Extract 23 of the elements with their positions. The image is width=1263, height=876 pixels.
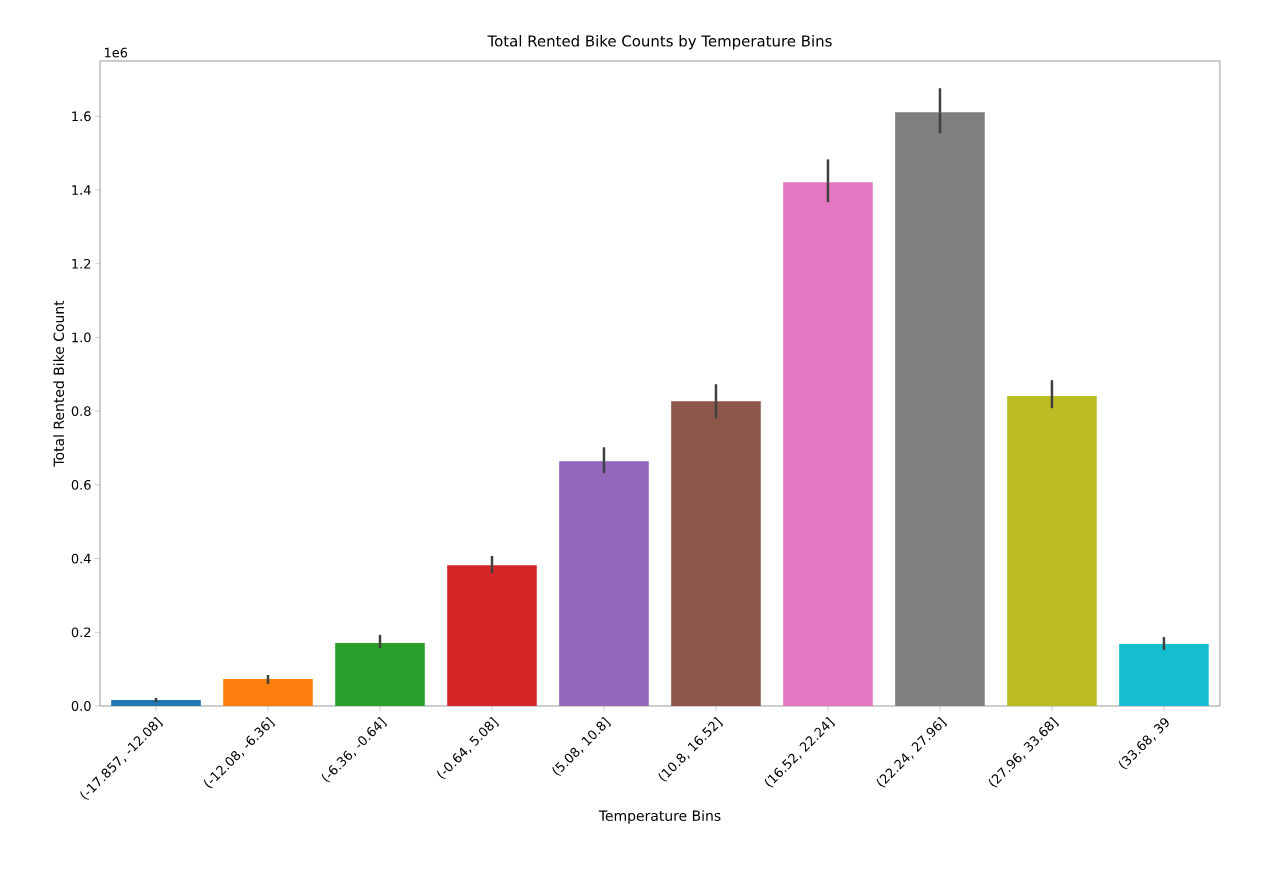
bar [447, 565, 537, 706]
y-tick-label: 1.4 [72, 185, 91, 195]
bar [895, 112, 985, 706]
y-tick-label: 1.2 [72, 258, 91, 269]
y-tick-label: 0.0 [71, 701, 91, 711]
text: 1e6 [104, 47, 128, 58]
bar [335, 642, 425, 706]
y-tick-label: 0.2 [71, 627, 91, 638]
chart-title: Total Rented Bike Counts by Temperature Bins [487, 35, 832, 50]
y-axis-title: Total Rented Bike Count [53, 300, 65, 467]
bar [111, 700, 201, 706]
x-axis-title: Temperature Bins [598, 810, 721, 824]
y-tick-label: 1.0 [72, 332, 91, 343]
bar [223, 679, 313, 706]
y-tick-label: 1.6 [72, 111, 91, 122]
bar [1007, 396, 1097, 706]
bar [671, 401, 761, 706]
bar [559, 461, 649, 706]
y-tick-label: 0.8 [71, 406, 91, 417]
bar [1119, 644, 1209, 706]
bar [783, 182, 873, 706]
y-tick-label: 0.6 [71, 479, 91, 490]
y-tick-label: 0.4 [71, 553, 91, 564]
